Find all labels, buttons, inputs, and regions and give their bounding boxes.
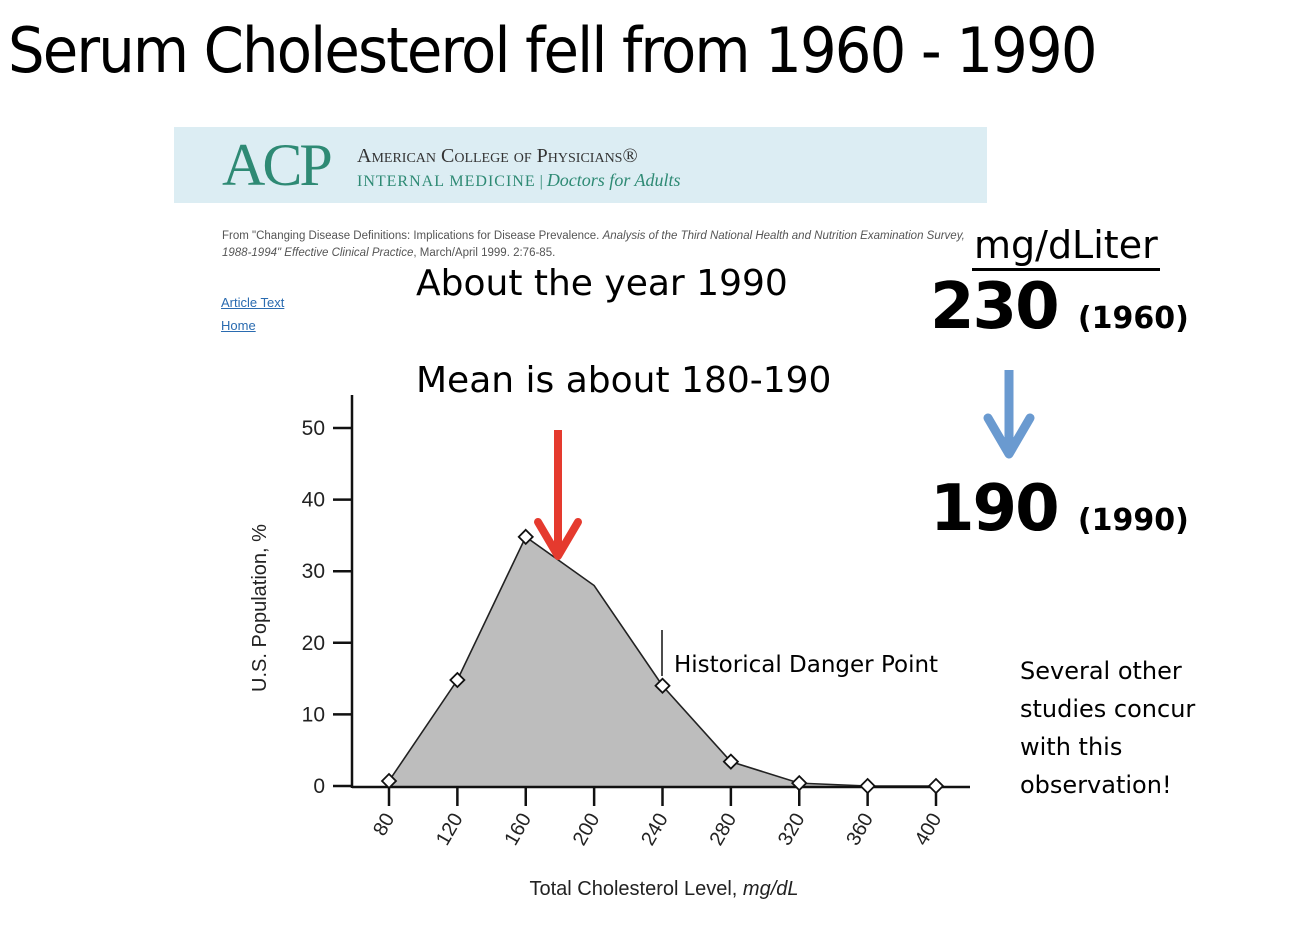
citation: From "Changing Disease Definitions: Impl… <box>222 228 982 262</box>
data-point-marker <box>517 528 535 546</box>
acp-tagline: INTERNAL MEDICINE | Doctors for Adults <box>357 170 681 191</box>
y-tick-label: 40 <box>302 489 325 512</box>
y-tick-label: 50 <box>302 417 325 440</box>
marks-layer <box>380 528 945 795</box>
value-1960-year: (1960) <box>1077 301 1189 336</box>
x-tick-label: 240 <box>637 810 673 850</box>
x-tick-label: 120 <box>432 810 468 850</box>
acp-banner <box>174 127 987 203</box>
x-tick-label: 280 <box>705 810 741 850</box>
y-tick-label: 20 <box>302 632 325 655</box>
x-tick-label: 200 <box>569 810 605 850</box>
article-text-link[interactable]: Article Text <box>221 295 285 310</box>
mean-arrow-icon <box>534 430 582 560</box>
tagline-left: INTERNAL MEDICINE <box>357 173 536 190</box>
x-tick-label: 320 <box>774 810 810 850</box>
data-point-marker <box>654 677 671 695</box>
unit-label: mg/dLiter <box>972 222 1160 271</box>
data-point-marker <box>859 777 876 795</box>
side-note: Several other studies concur with this o… <box>1020 657 1196 799</box>
danger-point-label: Historical Danger Point <box>674 652 939 678</box>
citation-part1: From "Changing Disease Definitions: Impl… <box>222 230 600 242</box>
value-1990-year: (1990) <box>1077 503 1189 538</box>
citation-part3: , March/April 1999. 2:76-85. <box>413 247 556 259</box>
data-point-marker <box>790 774 808 792</box>
citation-part2: Analysis of the Third National Health an… <box>222 230 965 259</box>
y-tick-label: 10 <box>302 703 325 726</box>
x-axis-label-unit: mg/dL <box>743 878 799 900</box>
down-arrow-icon <box>983 370 1035 459</box>
data-point-marker <box>722 753 740 770</box>
tagline-right: Doctors for Adults <box>546 170 681 190</box>
tagline-separator: | <box>539 173 543 190</box>
x-tick-label: 400 <box>911 810 947 850</box>
data-point-marker <box>927 777 945 795</box>
x-axis-label: Total Cholesterol Level, mg/dL <box>529 878 798 900</box>
mean-note: Mean is about 180-190 <box>416 360 832 401</box>
acp-logo: ACP <box>222 132 333 198</box>
value-1960: 230 (1960) <box>930 270 1189 344</box>
slide-title: Serum Cholesterol fell from 1960 - 1990 <box>8 14 1098 87</box>
distribution-area <box>389 536 936 786</box>
y-axis-label: U.S. Population, % <box>249 524 271 692</box>
value-1990: 190 (1990) <box>930 472 1189 546</box>
data-point-marker <box>449 671 466 689</box>
y-tick-label: 0 <box>313 775 325 798</box>
x-tick-label: 80 <box>369 810 399 840</box>
home-link[interactable]: Home <box>221 318 256 333</box>
value-1990-number: 190 <box>930 472 1060 546</box>
acp-org-name: American College of Physicians® <box>357 145 638 167</box>
data-point-marker <box>380 772 398 790</box>
about-year-note: About the year 1990 <box>416 263 788 304</box>
x-tick-label: 160 <box>500 810 536 850</box>
y-tick-label: 30 <box>302 560 325 583</box>
x-axis-label-text: Total Cholesterol Level, <box>529 878 742 900</box>
x-tick-label: 360 <box>842 810 878 850</box>
value-1960-number: 230 <box>930 270 1060 344</box>
